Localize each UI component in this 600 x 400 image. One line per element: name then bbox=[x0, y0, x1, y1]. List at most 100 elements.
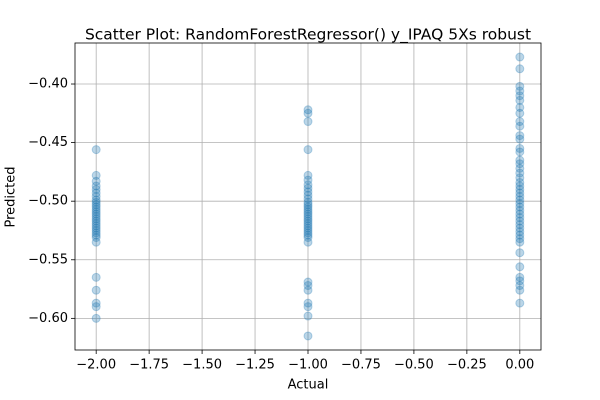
point bbox=[91, 228, 101, 238]
x-tick-label: −1.50 bbox=[182, 358, 222, 373]
point bbox=[515, 188, 525, 198]
point bbox=[515, 298, 525, 308]
point bbox=[91, 216, 101, 226]
point bbox=[91, 218, 101, 228]
point bbox=[91, 313, 101, 323]
point bbox=[303, 187, 313, 197]
point bbox=[515, 184, 525, 194]
point bbox=[515, 91, 525, 101]
point bbox=[303, 105, 313, 115]
y-tick-label: −0.45 bbox=[28, 135, 68, 150]
point bbox=[515, 108, 525, 118]
point bbox=[303, 170, 313, 180]
y-tick-label: −0.40 bbox=[28, 77, 68, 92]
point bbox=[515, 276, 525, 286]
y-axis-label: Predicted bbox=[4, 166, 19, 227]
point bbox=[91, 197, 101, 207]
point bbox=[515, 155, 525, 165]
x-tick-label: −0.25 bbox=[447, 358, 487, 373]
point bbox=[303, 223, 313, 233]
point bbox=[91, 233, 101, 243]
y-tick-label: −0.50 bbox=[28, 194, 68, 209]
point bbox=[303, 331, 313, 341]
point bbox=[91, 298, 101, 308]
point bbox=[515, 227, 525, 237]
point bbox=[303, 277, 313, 287]
point bbox=[303, 214, 313, 224]
point bbox=[303, 237, 313, 247]
point bbox=[91, 230, 101, 240]
x-tick-label: −0.50 bbox=[394, 358, 434, 373]
point bbox=[303, 233, 313, 243]
point bbox=[515, 81, 525, 91]
point bbox=[303, 230, 313, 240]
point bbox=[515, 237, 525, 247]
point bbox=[515, 230, 525, 240]
point bbox=[91, 195, 101, 205]
point bbox=[91, 237, 101, 247]
point bbox=[91, 209, 101, 219]
point bbox=[303, 211, 313, 221]
point bbox=[515, 220, 525, 230]
point bbox=[91, 223, 101, 233]
point bbox=[515, 234, 525, 244]
point bbox=[91, 221, 101, 231]
chart-title: Scatter Plot: RandomForestRegressor() y_… bbox=[85, 26, 531, 45]
point bbox=[515, 95, 525, 105]
x-tick-label: 0.00 bbox=[505, 358, 534, 373]
y-tick-label: −0.60 bbox=[28, 311, 68, 326]
point bbox=[515, 209, 525, 219]
point bbox=[303, 285, 313, 295]
point bbox=[303, 175, 313, 185]
point bbox=[91, 302, 101, 312]
point bbox=[91, 184, 101, 194]
point bbox=[91, 188, 101, 198]
x-tick-label: −1.25 bbox=[235, 358, 275, 373]
point bbox=[91, 214, 101, 224]
point bbox=[515, 248, 525, 258]
point bbox=[515, 121, 525, 131]
point bbox=[303, 225, 313, 235]
point bbox=[303, 145, 313, 155]
point bbox=[515, 213, 525, 223]
point bbox=[515, 168, 525, 178]
x-tick-label: −1.75 bbox=[129, 358, 169, 373]
point bbox=[303, 209, 313, 219]
point bbox=[91, 285, 101, 295]
point bbox=[515, 52, 525, 62]
point bbox=[91, 200, 101, 210]
point bbox=[303, 204, 313, 214]
point bbox=[91, 170, 101, 180]
point bbox=[91, 145, 101, 155]
point bbox=[515, 202, 525, 212]
point bbox=[303, 180, 313, 190]
point bbox=[91, 204, 101, 214]
x-tick-label: −2.00 bbox=[76, 358, 116, 373]
point bbox=[515, 173, 525, 183]
point bbox=[303, 221, 313, 231]
point bbox=[91, 176, 101, 186]
point bbox=[303, 281, 313, 291]
point bbox=[515, 206, 525, 216]
point bbox=[303, 197, 313, 207]
point bbox=[515, 143, 525, 153]
point bbox=[303, 302, 313, 312]
point bbox=[515, 117, 525, 127]
point bbox=[303, 202, 313, 212]
point bbox=[303, 207, 313, 217]
point bbox=[303, 311, 313, 321]
point bbox=[515, 223, 525, 233]
point bbox=[515, 281, 525, 291]
point bbox=[303, 117, 313, 127]
y-tick-label: −0.55 bbox=[28, 252, 68, 267]
point bbox=[515, 86, 525, 96]
point bbox=[515, 199, 525, 209]
point bbox=[303, 108, 313, 118]
point bbox=[515, 102, 525, 112]
point bbox=[91, 211, 101, 221]
x-tick-label: −1.00 bbox=[288, 358, 328, 373]
point bbox=[515, 147, 525, 157]
point bbox=[303, 190, 313, 200]
point bbox=[515, 272, 525, 282]
